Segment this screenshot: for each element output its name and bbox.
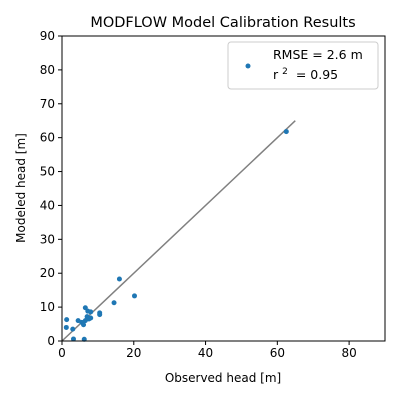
x-tick-label: 0: [58, 346, 66, 360]
y-tick-label: 0: [47, 334, 55, 348]
one-to-one-line: [61, 120, 296, 342]
data-point: [111, 300, 117, 306]
data-point: [70, 326, 76, 332]
y-tick-label: 80: [40, 63, 55, 77]
legend-line-r2: r 2 = 0.95: [273, 62, 338, 82]
y-tick-label: 70: [40, 97, 55, 111]
data-point: [88, 309, 94, 315]
y-tick-label: 50: [40, 165, 55, 179]
x-axis-ticks: 0 20 40 60 80: [58, 341, 357, 360]
y-tick-label: 40: [40, 198, 55, 212]
legend-r-value: = 0.95: [292, 67, 338, 82]
data-point: [64, 317, 70, 323]
legend-line-rmse: RMSE = 2.6 m: [273, 47, 363, 62]
x-tick-label: 60: [270, 346, 285, 360]
data-point: [131, 293, 137, 299]
chart-title: MODFLOW Model Calibration Results: [90, 15, 355, 31]
y-axis-label: Modeled head [m]: [14, 133, 28, 243]
x-tick-label: 40: [198, 346, 213, 360]
y-tick-label: 90: [40, 29, 55, 43]
data-point: [70, 336, 76, 342]
legend: RMSE = 2.6 m r 2 = 0.95: [227, 41, 379, 90]
legend-r-symbol: r: [273, 67, 279, 82]
data-point: [81, 322, 87, 328]
x-tick-label: 80: [341, 346, 356, 360]
data-point: [116, 276, 122, 282]
data-point: [75, 318, 81, 324]
data-point: [97, 312, 103, 318]
plot-area: [61, 35, 386, 342]
y-tick-label: 10: [40, 300, 55, 314]
x-tick-label: 20: [126, 346, 141, 360]
legend-r-superscript: 2: [282, 67, 288, 77]
axes-frame: [61, 35, 386, 342]
y-tick-label: 60: [40, 131, 55, 145]
y-tick-label: 20: [40, 266, 55, 280]
legend-box: [227, 41, 379, 90]
data-point: [283, 129, 289, 135]
x-axis-label: Observed head [m]: [165, 371, 281, 385]
y-tick-label: 30: [40, 232, 55, 246]
data-point: [63, 324, 69, 330]
legend-marker: [245, 63, 251, 69]
y-axis-ticks: 0 10 20 30 40 50 60 70 80 90: [40, 29, 62, 348]
